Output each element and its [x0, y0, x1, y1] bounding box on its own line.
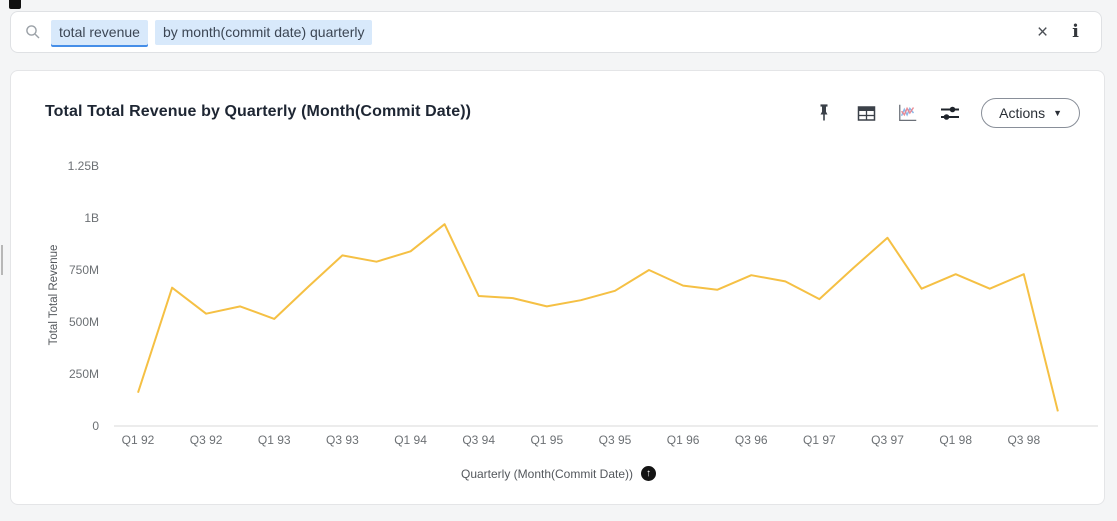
y-axis-tick-label: 1.25B [67, 159, 99, 173]
search-input[interactable] [379, 24, 1028, 40]
line-chart: Total Total Revenue 0 250M 500M 750M 1B 1.25B… [11, 71, 1104, 504]
answer-card: Total Total Revenue by Quarterly (Month(… [10, 70, 1105, 505]
x-axis-title: Quarterly (Month(Commit Date)) [460, 466, 634, 481]
x-axis-tick-label: Q1 95 [530, 433, 564, 447]
search-icon [26, 25, 40, 39]
answer-title: Total Total Revenue by Quarterly (Month(… [45, 103, 472, 120]
configure-button[interactable] [939, 102, 961, 124]
x-axis-tick-label: Q1 97 [803, 433, 836, 447]
chart-canvas[interactable] [11, 71, 1106, 506]
x-axis-tick-label: Q1 98 [939, 433, 973, 447]
x-axis-tick-label: Q3 96 [734, 433, 768, 447]
x-axis-tick-label: Q3 94 [462, 433, 496, 447]
actions-label: Actions [999, 105, 1046, 121]
search-token-by-month[interactable]: by month(commit date) quarterly [154, 19, 373, 45]
clear-search-icon[interactable]: × [1037, 21, 1049, 43]
actions-button[interactable]: Actions ▼ [981, 98, 1080, 128]
x-axis-tick-label: Q1 94 [394, 433, 427, 447]
answer-toolbar: Actions ▼ [813, 97, 1080, 129]
table-icon [857, 105, 875, 121]
x-axis-tick-label: Q1 93 [257, 433, 291, 447]
info-icon[interactable]: i [1072, 21, 1079, 42]
drill-up-icon[interactable]: ↑ [641, 466, 657, 481]
window-corner-artifact [9, 0, 21, 9]
revenue-line-series[interactable] [137, 223, 1059, 412]
sliders-icon [941, 106, 960, 120]
x-axis-tick-label: Q3 97 [871, 433, 904, 447]
y-axis-tick-label: 750M [68, 263, 99, 277]
y-axis-tick-label: 0 [92, 419, 99, 433]
x-axis-tick-label: Q3 95 [598, 433, 632, 447]
x-axis-tick-label: Q3 98 [1007, 433, 1041, 447]
chart-icon [899, 104, 917, 121]
caret-down-icon: ▼ [1053, 108, 1062, 118]
y-axis-tick-label: 250M [68, 367, 99, 381]
page-scrollbar-thumb[interactable] [1, 245, 3, 275]
x-axis-tick-label: Q3 92 [189, 433, 223, 447]
pin-button[interactable] [813, 102, 835, 124]
y-axis-title: Total Total Revenue [48, 244, 60, 346]
x-axis-tick-label: Q1 96 [666, 433, 700, 447]
search-token-total-revenue[interactable]: total revenue [51, 19, 148, 45]
chart-view-button[interactable] [897, 102, 919, 124]
search-bar[interactable]: total revenue by month(commit date) quar… [10, 11, 1102, 53]
x-axis-tick-label: Q1 92 [121, 433, 155, 447]
table-view-button[interactable] [855, 102, 877, 124]
pin-icon [820, 104, 828, 121]
x-axis-tick-label: Q3 93 [326, 433, 359, 447]
y-axis-tick-label: 1B [84, 211, 99, 225]
y-axis-tick-label: 500M [68, 315, 99, 329]
